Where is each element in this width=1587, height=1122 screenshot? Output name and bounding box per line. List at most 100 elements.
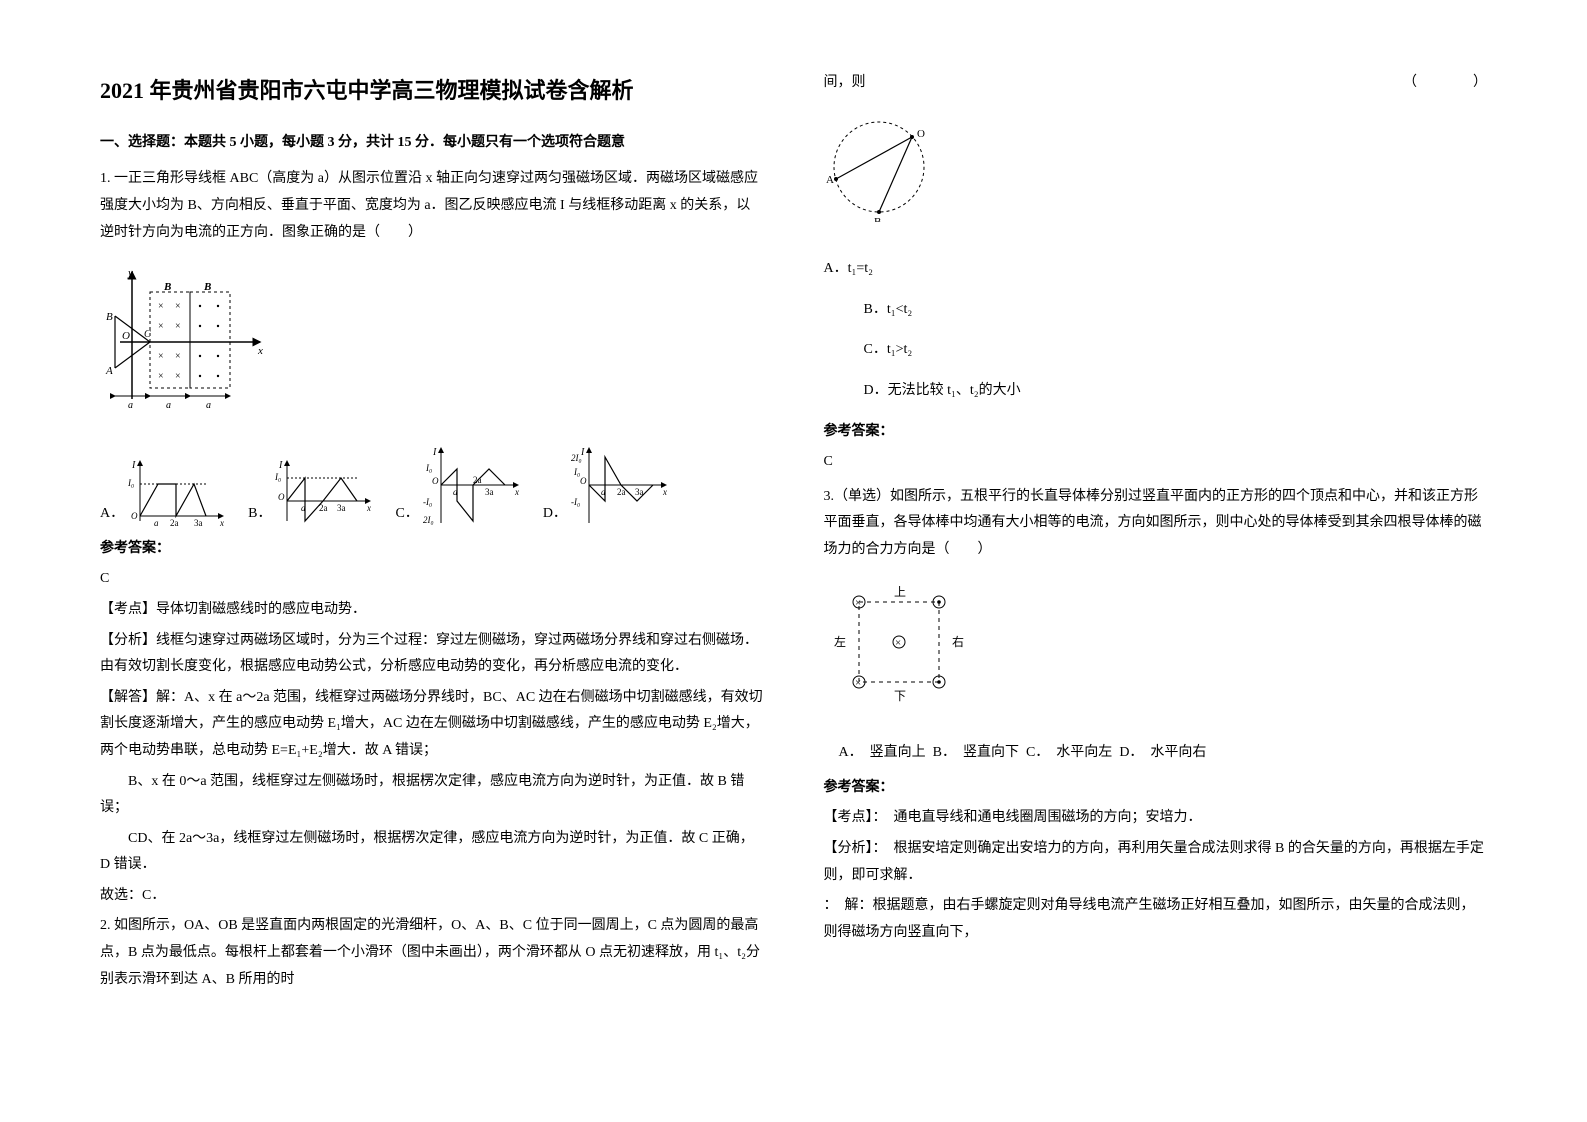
svg-text:O: O [131, 511, 138, 521]
q1-figure-svg: y x ×× ×× ×× ×× B A C O B B [100, 264, 270, 414]
svg-text:A: A [826, 174, 834, 186]
q1-jieda3: CD、在 2a～3a，线框穿过左侧磁场时，根据楞次定律，感应电流方向为逆时针，为… [100, 826, 764, 879]
q1-answer-label: 参考答案： [100, 536, 764, 563]
svg-text:3a: 3a [194, 518, 203, 528]
svg-text:×: × [175, 371, 181, 382]
q3-stem: 3.（单选）如图所示，五根平行的长直导体棒分别过竖直平面内的正方形的四个顶点和中… [824, 484, 1488, 564]
q1-opt-c-label: C． [395, 501, 418, 528]
q2-optA: A．t₁=t₂ [824, 256, 1488, 283]
q3-optB: B． 竖直向下 [933, 745, 1019, 760]
label-down: 下 [894, 689, 906, 703]
page-title: 2021 年贵州省贵阳市六屯中学高三物理模拟试卷含解析 [100, 70, 764, 112]
svg-text:3a: 3a [485, 487, 494, 497]
svg-text:x: x [257, 345, 263, 357]
q1-fenxi: 【分析】线框匀速穿过两磁场区域时，分为三个过程：穿过左侧磁场，穿过两磁场分界线和… [100, 628, 764, 681]
svg-text:×: × [175, 351, 181, 362]
svg-text:O: O [278, 492, 285, 502]
svg-text:C: C [144, 329, 151, 340]
svg-text:I: I [278, 460, 283, 471]
q3-figure: × × × 上 下 左 右 [824, 582, 984, 723]
q3-answer-label: 参考答案： [824, 775, 1488, 802]
svg-text:×: × [158, 371, 164, 382]
right-column: 间，则 （ ） O A B A．t₁=t₂ B．t₁<t₂ C．t₁>t₂ D．… [824, 70, 1488, 1082]
svg-text:3a: 3a [337, 503, 346, 513]
q1-graphA-svg: I I₀ O x a 2a 3a [128, 456, 228, 528]
q2-optB: B．t₁<t₂ [864, 297, 1488, 324]
svg-text:B: B [203, 281, 211, 293]
svg-text:B: B [874, 216, 881, 222]
q1-main-figure: y x ×× ×× ×× ×× B A C O B B [100, 264, 270, 414]
svg-text:×: × [895, 637, 901, 649]
svg-text:I: I [131, 460, 136, 471]
q3-square-svg: × × × 上 下 左 右 [824, 582, 984, 712]
q2-circle-svg: O A B [824, 107, 944, 222]
svg-text:×: × [158, 301, 164, 312]
q2-stem: 2. 如图所示，OA、OB 是竖直面内两根固定的光滑细杆，O、A、B、C 位于同… [100, 913, 764, 993]
q2-optD: D．无法比较 t₁、t₂的大小 [864, 378, 1488, 405]
q1-jieda1: 【解答】解：A、x 在 a～2a 范围，线框穿过两磁场分界线时，BC、AC 边在… [100, 685, 764, 765]
svg-text:a: a [166, 400, 171, 411]
svg-text:2a: 2a [617, 487, 626, 497]
svg-text:×: × [175, 321, 181, 332]
svg-text:a: a [154, 518, 159, 528]
svg-text:I: I [432, 447, 437, 458]
q1-opt-d-label: D． [543, 501, 567, 528]
q3-optC: C． 水平向左 [1026, 745, 1112, 760]
svg-text:a: a [453, 487, 458, 497]
left-column: 2021 年贵州省贵阳市六屯中学高三物理模拟试卷含解析 一、选择题：本题共 5 … [100, 70, 764, 1082]
q1-opt-a-label: A． [100, 501, 124, 528]
q1-answer: C [100, 566, 764, 593]
q3-jieda: ： 解：根据题意，由右手螺旋定则对角导线电流产生磁场正好相互叠加，如图所示，由矢… [824, 893, 1488, 946]
q1-kaodian: 【考点】导体切割磁感线时的感应电动势． [100, 597, 764, 624]
svg-text:O: O [122, 330, 130, 342]
svg-text:O: O [917, 128, 925, 140]
svg-text:I₀: I₀ [275, 472, 281, 482]
svg-text:2I₀: 2I₀ [571, 453, 582, 463]
svg-text:-2I₀: -2I₀ [423, 515, 434, 525]
q3-optD: D． 水平向右 [1119, 745, 1206, 760]
svg-text:a: a [206, 400, 211, 411]
svg-text:O: O [432, 476, 439, 486]
svg-text:2a: 2a [473, 475, 482, 485]
svg-text:B: B [106, 311, 113, 323]
q1-graphD-svg: I 2I₀ I₀ -I₀ O x a 2a 3a [571, 443, 671, 528]
svg-text:×: × [855, 677, 861, 689]
q2-paren: （ ） [1403, 70, 1487, 97]
svg-text:a: a [601, 487, 606, 497]
q1-graphB-svg: I I₀ O x a 2a 3a [275, 456, 375, 528]
label-up: 上 [894, 585, 906, 599]
label-right: 右 [952, 634, 964, 649]
q2-answer: C [824, 449, 1488, 476]
q2-stem-cont: 间，则 （ ） [824, 70, 1488, 97]
svg-text:O: O [580, 476, 587, 486]
q2-figure: O A B [824, 107, 944, 233]
svg-text:×: × [175, 301, 181, 312]
q1-graphC-svg: I I₀ -I₀ -2I₀ O x a 2a 3a [423, 443, 523, 528]
svg-text:×: × [158, 351, 164, 362]
svg-text:-I₀: -I₀ [571, 497, 580, 507]
svg-text:3a: 3a [635, 487, 644, 497]
q1-option-b: B． I I₀ O x a 2a 3a [248, 456, 375, 528]
svg-text:y: y [127, 267, 133, 279]
q1-options-row: A． I I₀ O x a 2a 3a B． I [100, 443, 764, 528]
svg-text:2a: 2a [319, 503, 328, 513]
svg-text:I₀: I₀ [128, 478, 134, 488]
section-header: 一、选择题：本题共 5 小题，每小题 3 分，共计 15 分．每小题只有一个选项… [100, 130, 764, 157]
q1-option-c: C． I I₀ -I₀ -2I₀ O x a 2a 3a [395, 443, 522, 528]
svg-text:×: × [158, 321, 164, 332]
svg-text:a: a [128, 400, 133, 411]
svg-text:-I₀: -I₀ [423, 497, 432, 507]
q3-optA: A． 竖直向上 [839, 745, 926, 760]
svg-text:×: × [855, 597, 861, 609]
label-left: 左 [834, 634, 846, 649]
svg-text:B: B [163, 281, 171, 293]
q1-stem: 1. 一正三角形导线框 ABC（高度为 a）从图示位置沿 x 轴正向匀速穿过两匀… [100, 166, 764, 246]
svg-text:x: x [514, 487, 519, 497]
q1-jieda2: B、x 在 0～a 范围，线框穿过左侧磁场时，根据楞次定律，感应电流方向为逆时针… [100, 769, 764, 822]
q3-fenxi: 【分析】： 根据安培定则确定出安培力的方向，再利用矢量合成法则求得 B 的合矢量… [824, 836, 1488, 889]
svg-text:x: x [662, 487, 667, 497]
q2-optC: C．t₁>t₂ [864, 337, 1488, 364]
q1-option-a: A． I I₀ O x a 2a 3a [100, 456, 228, 528]
q2-cont-text: 间，则 [824, 75, 866, 90]
svg-text:x: x [219, 518, 224, 528]
